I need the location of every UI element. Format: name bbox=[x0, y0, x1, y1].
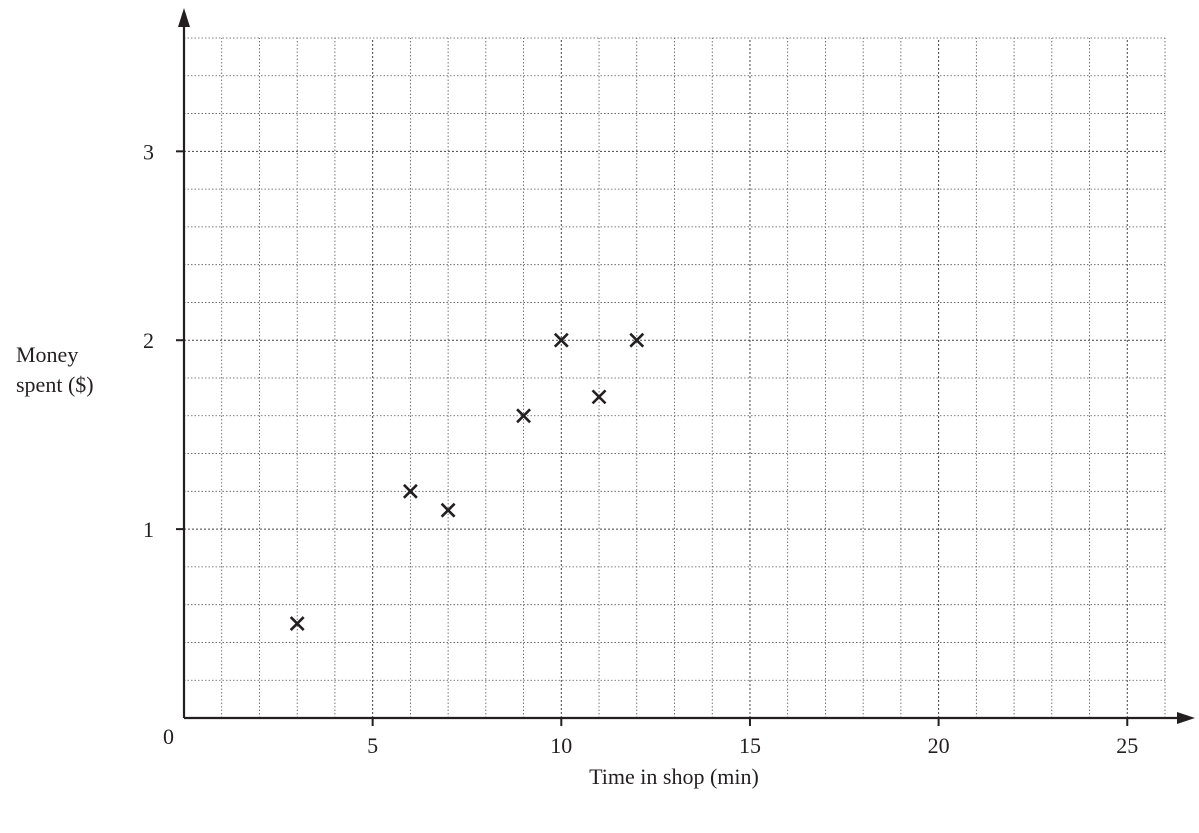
data-point bbox=[629, 332, 645, 348]
y-tick-label: 1 bbox=[143, 517, 154, 542]
y-axis-arrow-icon bbox=[178, 8, 190, 27]
y-tick-label: 3 bbox=[143, 139, 154, 164]
data-point bbox=[440, 502, 456, 518]
data-point bbox=[591, 389, 607, 405]
x-tick-label: 15 bbox=[739, 733, 761, 758]
data-points bbox=[289, 332, 645, 631]
axes bbox=[178, 8, 1195, 724]
x-tick-label: 25 bbox=[1116, 733, 1138, 758]
origin-label: 0 bbox=[163, 724, 174, 749]
tick-labels: 0 5 10 15 20 25 1 2 3 bbox=[143, 139, 1138, 758]
x-tick-label: 5 bbox=[367, 733, 378, 758]
data-point bbox=[553, 332, 569, 348]
x-tick-label: 10 bbox=[550, 733, 572, 758]
x-tick-label: 20 bbox=[928, 733, 950, 758]
x-axis-title: Time in shop (min) bbox=[589, 764, 759, 789]
tick-marks bbox=[176, 150, 1129, 726]
y-tick-label: 2 bbox=[143, 328, 154, 353]
y-axis-title-line-2: spent ($) bbox=[16, 372, 94, 397]
y-axis-title-line-1: Money bbox=[16, 342, 78, 367]
grid bbox=[184, 37, 1166, 718]
data-point bbox=[516, 408, 531, 424]
data-point bbox=[402, 483, 418, 499]
x-axis-arrow-icon bbox=[1177, 712, 1195, 724]
data-point bbox=[289, 616, 305, 631]
